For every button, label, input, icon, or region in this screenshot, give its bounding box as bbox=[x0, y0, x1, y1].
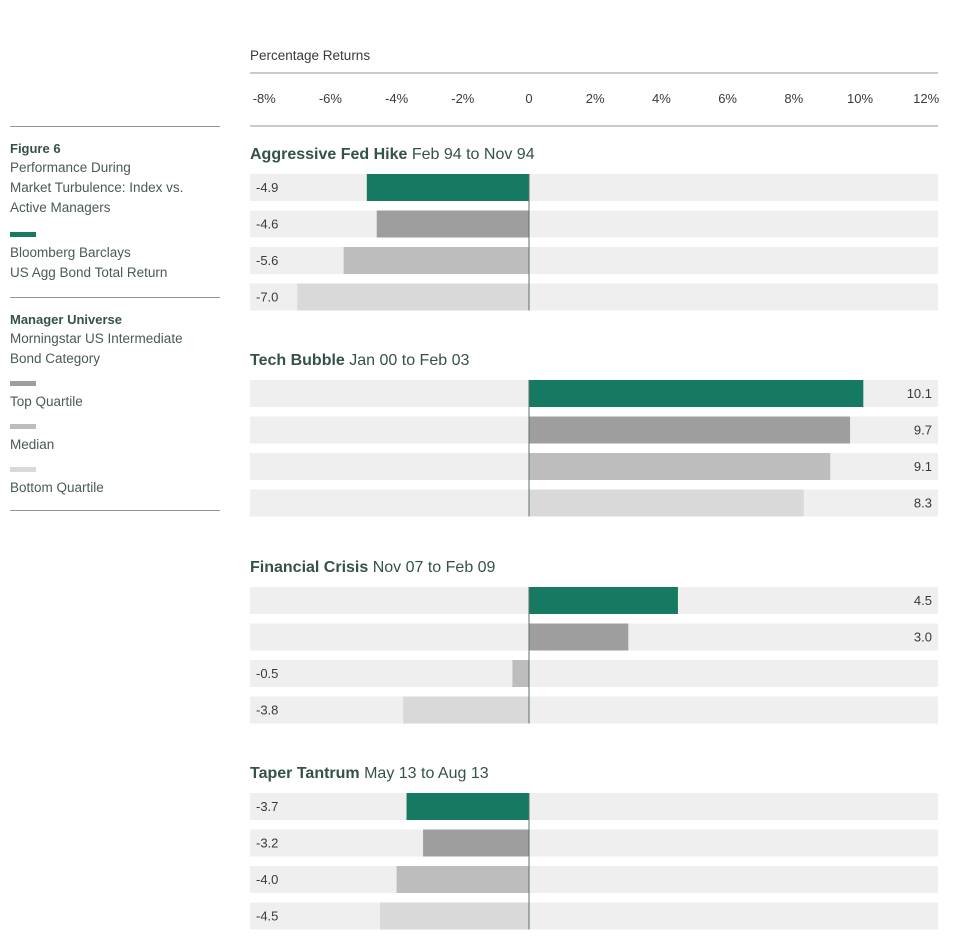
bar-track bbox=[250, 210, 938, 238]
legend-bottom-rule bbox=[10, 510, 220, 511]
legend-middle-rule bbox=[10, 297, 220, 298]
bar bbox=[512, 660, 529, 687]
bar-value-label: 9.1 bbox=[914, 459, 932, 474]
bar bbox=[366, 174, 529, 201]
scenario-title-bold: Tech Bubble bbox=[250, 352, 345, 369]
x-tick-label: 10% bbox=[847, 91, 873, 106]
bar-value-label: -4.6 bbox=[256, 217, 278, 232]
bar bbox=[529, 453, 831, 480]
bar bbox=[529, 380, 864, 407]
bar-value-label: -4.9 bbox=[256, 180, 278, 195]
scenario-groups: Aggressive Fed Hike Feb 94 to Nov 94 -4.9… bbox=[250, 146, 938, 930]
x-tick-label: -8% bbox=[253, 91, 277, 106]
index-swatch bbox=[10, 232, 36, 237]
scenario-group: Tech Bubble Jan 00 to Feb 03 10.1 9.7 9.1 8.… bbox=[250, 352, 938, 517]
scenario-period: Jan 00 to Feb 03 bbox=[345, 352, 470, 369]
bar bbox=[423, 829, 529, 857]
bar-value-label: 3.0 bbox=[914, 630, 932, 645]
legend-universe-block: Manager Universe Morningstar US Intermed… bbox=[10, 298, 220, 510]
bar-value-label: -0.5 bbox=[256, 666, 278, 681]
bar-value-label: 4.5 bbox=[914, 593, 932, 608]
bar bbox=[396, 866, 529, 893]
bar bbox=[380, 902, 529, 930]
x-axis-title: Percentage Returns bbox=[250, 48, 370, 63]
bar-track bbox=[250, 696, 938, 724]
scenario-period: Feb 94 to Nov 94 bbox=[407, 146, 534, 163]
bar-track bbox=[250, 829, 938, 857]
scenario-title: Taper Tantrum May 13 to Aug 13 bbox=[250, 765, 489, 782]
bar-value-label: -3.2 bbox=[256, 836, 278, 851]
bar-track bbox=[250, 902, 938, 930]
top-quartile-label: Top Quartile bbox=[10, 394, 83, 409]
x-tick-label: 4% bbox=[652, 91, 671, 106]
figure-title-line-1: Performance During bbox=[10, 160, 131, 175]
bar bbox=[529, 416, 851, 444]
bar-track bbox=[250, 793, 938, 820]
scenario-title: Aggressive Fed Hike Feb 94 to Nov 94 bbox=[250, 146, 535, 163]
bar bbox=[376, 210, 529, 238]
scenario-title: Financial Crisis Nov 07 to Feb 09 bbox=[250, 559, 496, 576]
scenario-period: Nov 07 to Feb 09 bbox=[368, 559, 495, 576]
bar bbox=[406, 793, 529, 820]
x-tick-label: 12% bbox=[913, 91, 939, 106]
bar-value-label: -3.8 bbox=[256, 703, 278, 718]
bar-value-label: -4.5 bbox=[256, 909, 278, 924]
bar-value-label: -5.6 bbox=[256, 253, 278, 268]
universe-line-1: Morningstar US Intermediate bbox=[10, 331, 183, 346]
x-tick-label: 0 bbox=[525, 91, 532, 106]
bar-track bbox=[250, 866, 938, 893]
index-line-1: Bloomberg Barclays bbox=[10, 245, 131, 260]
bar-value-label: -7.0 bbox=[256, 290, 278, 305]
legend-index-block: Figure 6 Performance During Market Turbu… bbox=[10, 127, 220, 295]
bar-track bbox=[250, 174, 938, 201]
scenario-title-bold: Taper Tantrum bbox=[250, 765, 360, 782]
bar-track bbox=[250, 660, 938, 687]
scenario-group: Financial Crisis Nov 07 to Feb 09 4.5 3.0 -… bbox=[250, 559, 938, 724]
scenario-title-bold: Financial Crisis bbox=[250, 559, 368, 576]
x-tick-label: -6% bbox=[319, 91, 343, 106]
universe-line-2: Bond Category bbox=[10, 351, 101, 366]
bar bbox=[529, 489, 804, 517]
bar-value-label: -4.0 bbox=[256, 872, 278, 887]
bar bbox=[529, 623, 629, 651]
figure-title-line-2: Market Turbulence: Index vs. bbox=[10, 180, 184, 195]
universe-title: Manager Universe bbox=[10, 312, 122, 327]
median-swatch bbox=[10, 424, 36, 429]
legend-top-rule bbox=[10, 126, 220, 127]
x-tick-label: 8% bbox=[784, 91, 803, 106]
scenario-group: Aggressive Fed Hike Feb 94 to Nov 94 -4.9… bbox=[250, 146, 938, 311]
x-tick-label: 2% bbox=[586, 91, 605, 106]
bar bbox=[403, 696, 529, 724]
x-tick-label: -4% bbox=[385, 91, 409, 106]
x-tick-label: -2% bbox=[451, 91, 475, 106]
bottom-quartile-swatch bbox=[10, 467, 36, 472]
top-quartile-swatch bbox=[10, 381, 36, 386]
bar-value-label: 10.1 bbox=[907, 386, 932, 401]
x-tick-label: 6% bbox=[718, 91, 737, 106]
scenario-title: Tech Bubble Jan 00 to Feb 03 bbox=[250, 352, 469, 369]
bar-value-label: 9.7 bbox=[914, 423, 932, 438]
bar bbox=[529, 587, 678, 614]
bar bbox=[297, 283, 529, 311]
figure-title-line-3: Active Managers bbox=[10, 200, 111, 215]
scenario-period: May 13 to Aug 13 bbox=[360, 765, 489, 782]
bar-value-label: 8.3 bbox=[914, 496, 932, 511]
scenario-title-bold: Aggressive Fed Hike bbox=[250, 146, 408, 163]
figure-legend: Figure 6 Performance During Market Turbu… bbox=[10, 126, 220, 511]
scenario-group: Taper Tantrum May 13 to Aug 13 -3.7 -3.2 -4… bbox=[250, 765, 938, 930]
bottom-quartile-label: Bottom Quartile bbox=[10, 480, 104, 495]
bar-value-label: -3.7 bbox=[256, 799, 278, 814]
median-label: Median bbox=[10, 437, 55, 452]
figure-label: Figure 6 bbox=[10, 141, 61, 156]
bar bbox=[343, 247, 529, 274]
x-tick-labels: -8% -6% -4% -2% 0 2% 4% 6% 8% 10% 12% bbox=[253, 91, 940, 106]
index-line-2: US Agg Bond Total Return bbox=[10, 265, 168, 280]
